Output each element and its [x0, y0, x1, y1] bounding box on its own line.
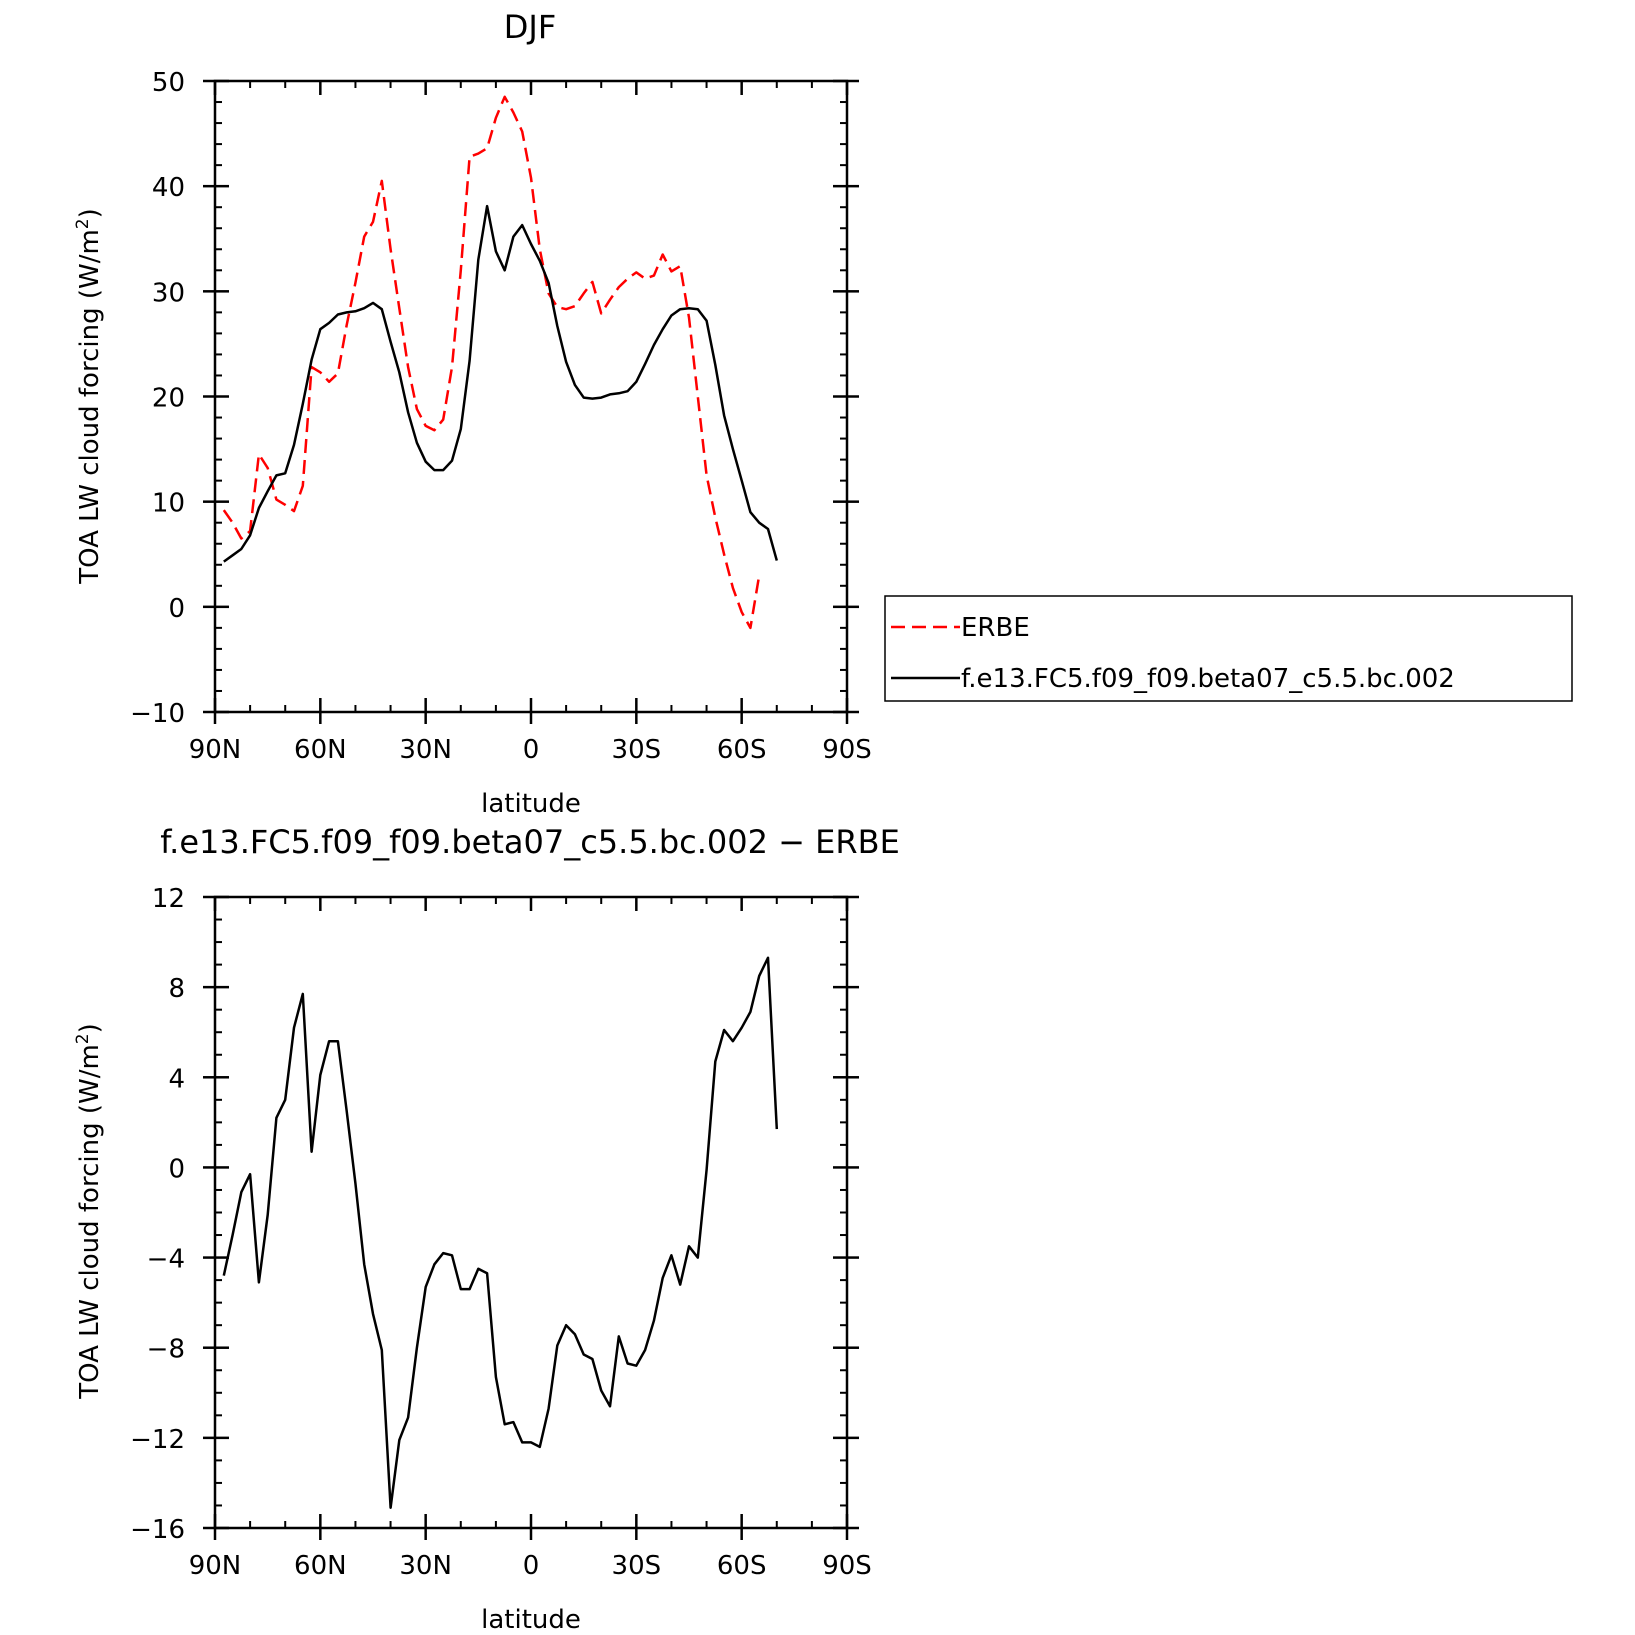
x-tick-label: 60S — [717, 735, 767, 765]
legend-box — [884, 595, 1573, 702]
y-tick-label: 40 — [152, 173, 185, 203]
bottom-x-tick-labels: 90N 60N 30N 0 30S 60S 90S — [189, 1551, 872, 1581]
x-tick-label: 90S — [822, 735, 872, 765]
bottom-y-axis-label-main: TOA LW cloud forcing (W/m — [75, 1044, 105, 1400]
top-series-lines — [222, 95, 779, 630]
bottom-x-axis-label: latitude — [481, 1605, 581, 1635]
y-tick-label: −4 — [147, 1245, 185, 1275]
y-tick-label: 20 — [152, 384, 185, 414]
x-tick-label: 90S — [822, 1551, 872, 1581]
y-tick-label: 4 — [168, 1064, 185, 1094]
y-tick-label: −12 — [130, 1425, 185, 1455]
y-tick-label: 50 — [152, 68, 185, 98]
x-tick-label: 60N — [294, 735, 347, 765]
x-tick-label: 0 — [523, 735, 540, 765]
y-tick-label: −16 — [130, 1515, 185, 1545]
x-tick-label: 30N — [399, 1551, 452, 1581]
top-y-axis-label-close: ) — [75, 208, 105, 218]
top-y-axis-label-superscript: 2 — [73, 218, 93, 229]
x-tick-label: 90N — [189, 1551, 242, 1581]
erbe-series-line — [222, 95, 761, 630]
bottom-y-axis-label-close: ) — [75, 1023, 105, 1033]
y-tick-label: 10 — [152, 489, 185, 519]
y-tick-label: 30 — [152, 278, 185, 308]
x-tick-label: 60N — [294, 1551, 347, 1581]
legend: ERBE f.e13.FC5.f09_f09.beta07_c5.5.bc.00… — [884, 595, 1573, 702]
y-tick-label: 0 — [168, 594, 185, 624]
x-tick-label: 0 — [523, 1551, 540, 1581]
y-tick-label: −10 — [130, 699, 185, 729]
model-series-line — [223, 204, 779, 563]
top-panel-title: DJF — [504, 8, 556, 46]
bottom-y-tick-labels: 12 8 4 0 −4 −8 −12 −16 — [130, 884, 185, 1545]
bottom-panel-title: f.e13.FC5.f09_f09.beta07_c5.5.bc.002 − E… — [160, 823, 900, 861]
legend-label-model: f.e13.FC5.f09_f09.beta07_c5.5.bc.002 — [961, 664, 1455, 694]
x-tick-label: 60S — [717, 1551, 767, 1581]
top-x-tick-labels: 90N 60N 30N 0 30S 60S 90S — [189, 735, 872, 765]
y-tick-label: 0 — [168, 1154, 185, 1184]
top-panel: DJF 90N 60N 30N 0 30S 60S 90S 50 40 30 20 10 0 −10 l… — [73, 8, 1573, 819]
legend-label-erbe: ERBE — [961, 613, 1030, 643]
y-tick-label: 12 — [152, 884, 185, 914]
top-y-tick-labels: 50 40 30 20 10 0 −10 — [130, 68, 185, 729]
bottom-y-axis-label-superscript: 2 — [73, 1033, 93, 1044]
x-tick-label: 30S — [612, 1551, 662, 1581]
bottom-tick-marks — [203, 895, 859, 1540]
bottom-series-lines — [222, 956, 779, 1509]
x-tick-label: 30S — [612, 735, 662, 765]
top-y-axis-label: TOA LW cloud forcing (W/m2) — [73, 208, 105, 585]
top-y-axis-label-main: TOA LW cloud forcing (W/m — [75, 229, 105, 585]
bottom-plot-frame — [213, 895, 849, 1530]
y-tick-label: −8 — [147, 1335, 185, 1365]
bottom-y-axis-label: TOA LW cloud forcing (W/m2) — [73, 1023, 105, 1400]
top-tick-marks — [203, 79, 859, 724]
bottom-panel: f.e13.FC5.f09_f09.beta07_c5.5.bc.002 − E… — [73, 823, 900, 1635]
difference-series-line — [222, 956, 779, 1509]
x-tick-label: 30N — [399, 735, 452, 765]
x-tick-label: 90N — [189, 735, 242, 765]
y-tick-label: 8 — [168, 974, 185, 1004]
top-x-axis-label: latitude — [481, 789, 581, 819]
